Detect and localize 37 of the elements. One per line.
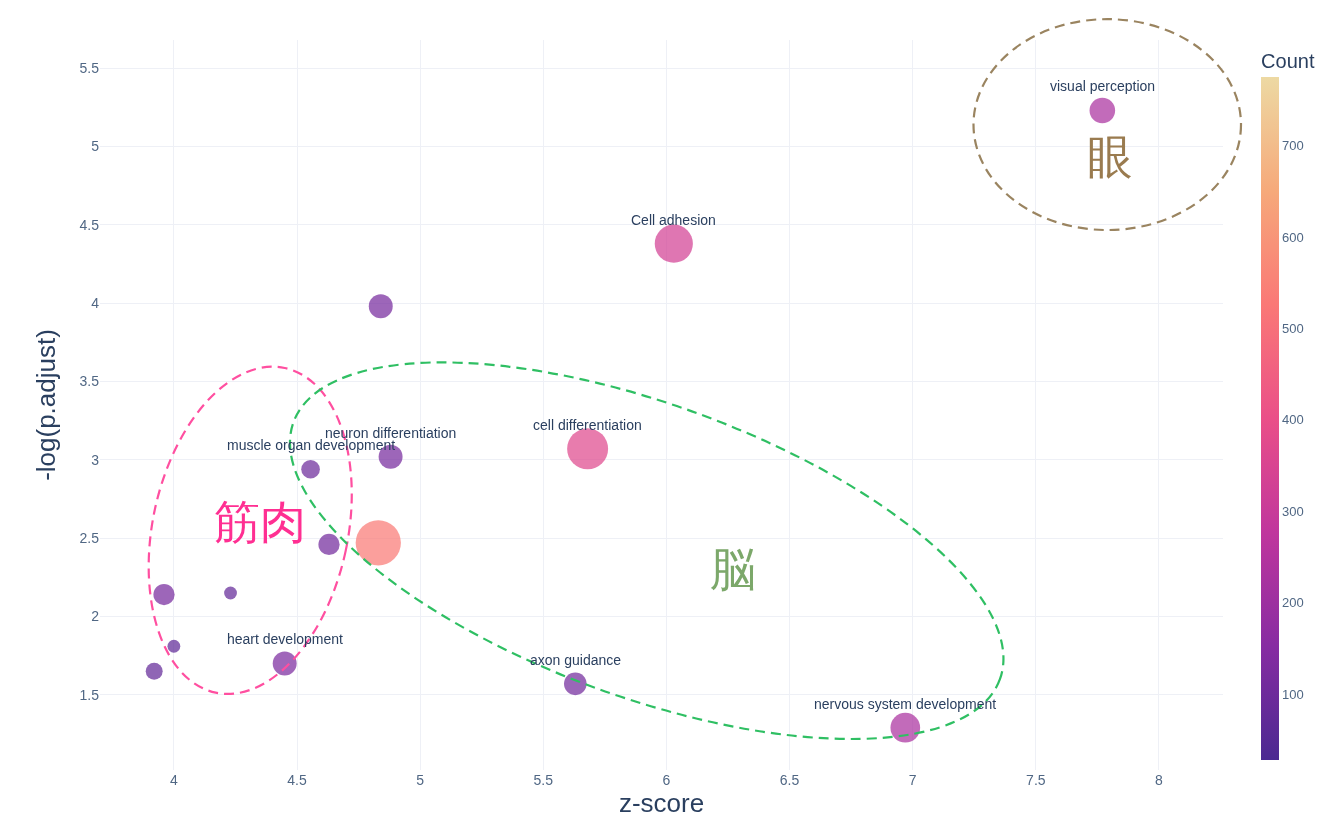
annotation: heart development bbox=[227, 631, 344, 647]
y-tick-label: 2.5 bbox=[79, 530, 100, 547]
annotation: nervous system development bbox=[814, 696, 997, 712]
y-tick-label: 2 bbox=[91, 608, 100, 625]
color-bar-label: 500 bbox=[1282, 320, 1304, 336]
y-axis-title: -log(p.adjust) bbox=[30, 329, 61, 481]
x-tick-label: 4.5 bbox=[287, 772, 307, 788]
color-bar-label: 300 bbox=[1282, 503, 1304, 519]
x-tick-label: 7.5 bbox=[1026, 772, 1046, 788]
color-bar-title: Count bbox=[1261, 50, 1315, 72]
y-tick-label: 4 bbox=[91, 295, 100, 312]
y-tick-label: 3 bbox=[91, 451, 100, 468]
x-tick-label: 6 bbox=[662, 772, 671, 788]
y-tick-label: 1.5 bbox=[79, 686, 100, 703]
y-tick-label: 5.5 bbox=[79, 60, 100, 77]
y-tick-label: 3.5 bbox=[79, 373, 100, 390]
color-bar-label: 600 bbox=[1282, 229, 1304, 245]
x-tick-label: 5.5 bbox=[533, 772, 554, 788]
x-tick-label: 6.5 bbox=[779, 772, 800, 788]
color-bar-label: 100 bbox=[1282, 686, 1304, 702]
y-tick-label: 5 bbox=[91, 138, 100, 155]
x-tick-label: 5 bbox=[416, 772, 425, 788]
x-tick-label: 8 bbox=[1155, 772, 1164, 788]
annotation: visual perception bbox=[1050, 78, 1156, 94]
annotation: 脳 bbox=[710, 542, 756, 596]
annotation: cell differentiation bbox=[533, 417, 642, 433]
y-tick-label: 4.5 bbox=[79, 216, 100, 233]
annotation: axon guidance bbox=[530, 652, 622, 668]
annotation: Cell adhesion bbox=[631, 212, 716, 228]
color-bar-label: 400 bbox=[1282, 412, 1304, 428]
x-tick-label: 7 bbox=[908, 772, 917, 788]
annotation: 筋肉 bbox=[214, 495, 306, 549]
annotation: 眼 bbox=[1087, 130, 1133, 184]
x-tick-label: 4 bbox=[169, 772, 178, 788]
color-bar-label: 700 bbox=[1282, 138, 1304, 154]
x-axis-title: z-score bbox=[618, 788, 705, 818]
color-bar-label: 200 bbox=[1282, 595, 1304, 611]
